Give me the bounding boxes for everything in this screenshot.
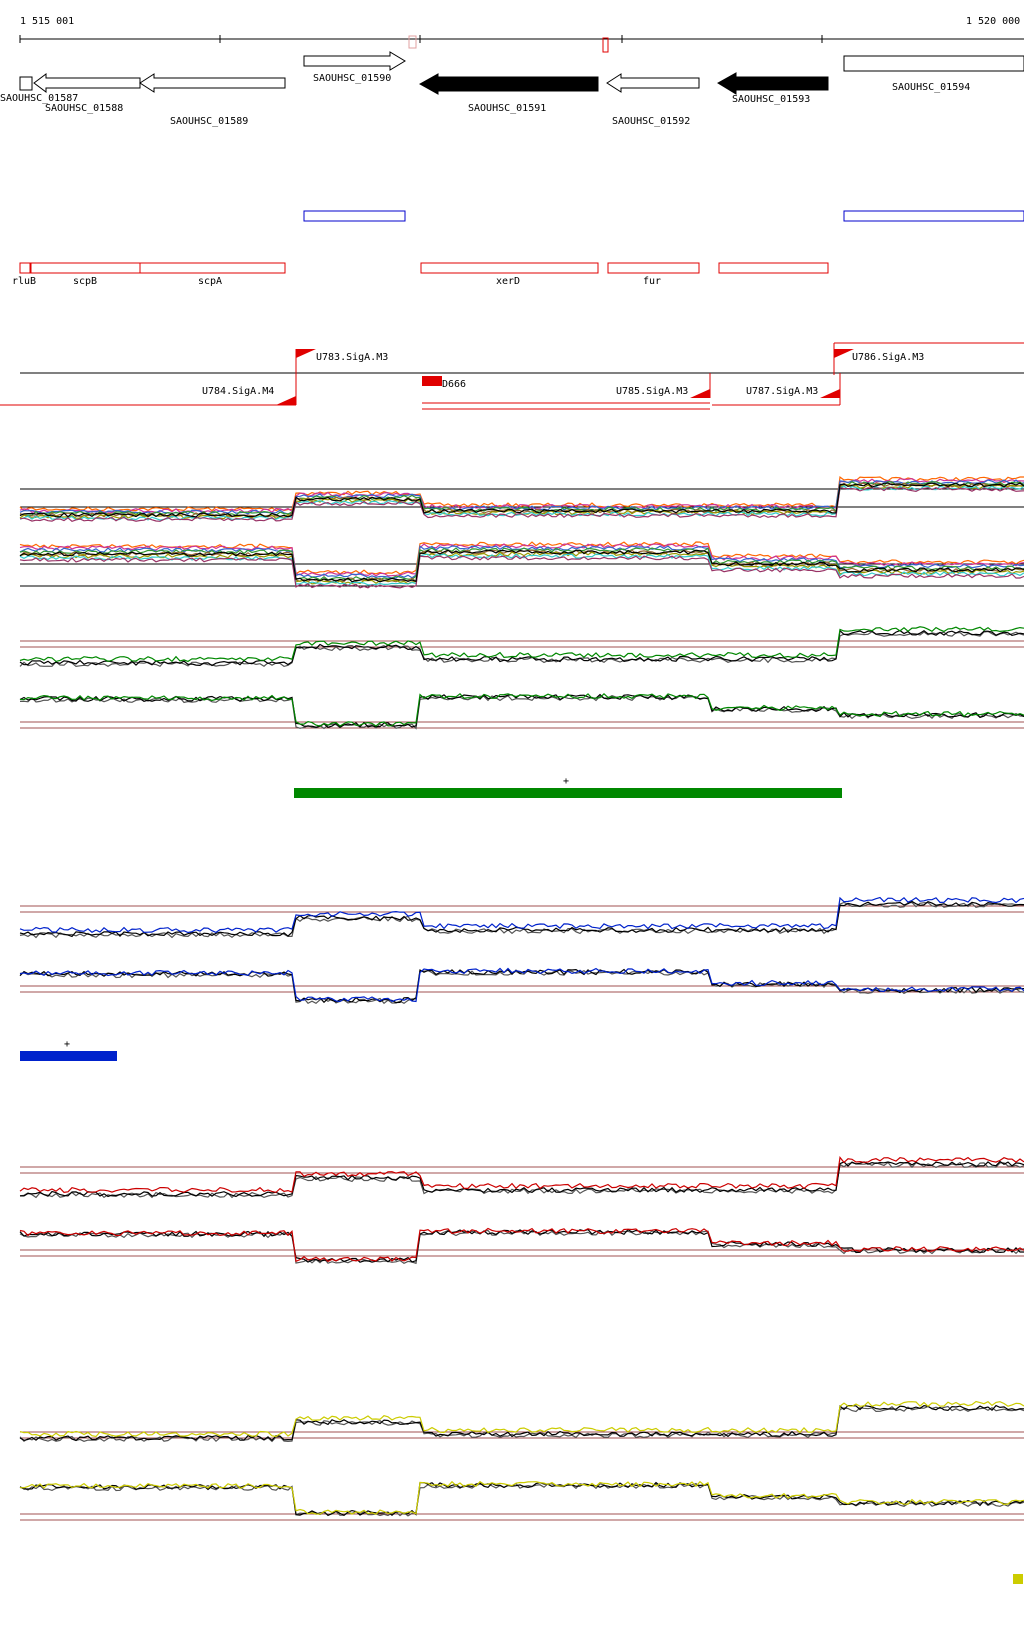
forward-profile — [19, 1404, 1024, 1442]
ruler-marker — [602, 37, 609, 53]
blue-feature-box[interactable] — [303, 210, 406, 222]
blue-segment-mark: + — [64, 1039, 70, 1050]
gene-label: SAOUHSC_01592 — [612, 116, 690, 127]
gene-track: SAOUHSC_01587 SAOUHSC_01588 SAOUHSC_0158… — [0, 51, 1024, 127]
gene-arrow-01587[interactable] — [19, 76, 33, 91]
protein-box[interactable] — [139, 262, 286, 274]
gene-label: SAOUHSC_01590 — [313, 73, 391, 84]
gene-label: SAOUHSC_01593 — [732, 94, 810, 105]
downregulated-box[interactable] — [422, 376, 442, 386]
gene-arrow-01588[interactable] — [33, 73, 141, 93]
gene-label: SAOUHSC_01591 — [468, 103, 546, 114]
protein-label: rluB — [12, 276, 36, 287]
green-segment-mark: + — [563, 776, 569, 787]
blue-feature-box[interactable] — [843, 210, 1024, 222]
forward-profile — [19, 1156, 1024, 1194]
forward-profile — [19, 1405, 1024, 1443]
green-segment-bar[interactable] — [294, 788, 842, 798]
multi-forward-profile — [19, 486, 1024, 522]
protein-label: scpB — [73, 276, 97, 287]
forward-profile — [19, 629, 1024, 667]
protein-box[interactable] — [607, 262, 700, 274]
transcription-unit-track: U783.SigA.M3 U784.SigA.M4 D666 U785.SigA… — [0, 342, 1024, 410]
reverse-profile — [19, 969, 1024, 1005]
tu-label[interactable]: U784.SigA.M4 — [202, 386, 274, 397]
ruler-marker — [408, 35, 417, 49]
tu-label[interactable]: U787.SigA.M3 — [746, 386, 818, 397]
protein-box[interactable] — [718, 262, 829, 274]
protein-box[interactable] — [420, 262, 599, 274]
coord-end: 1 520 000 — [966, 16, 1020, 27]
forward-profile — [20, 1160, 1024, 1198]
expression-tracks — [19, 476, 1024, 1521]
blue-segment-bar[interactable] — [20, 1051, 117, 1061]
multi-reverse-profile — [19, 549, 1024, 583]
tu-label[interactable]: U785.SigA.M3 — [616, 386, 688, 397]
protein-box[interactable] — [30, 262, 141, 274]
tu-flag — [820, 389, 840, 398]
forward-profile — [19, 901, 1024, 939]
gene-arrow-01594[interactable] — [843, 55, 1024, 72]
reverse-profile — [19, 692, 1024, 727]
protein-label: xerD — [496, 276, 520, 287]
gene-label: SAOUHSC_01587 — [0, 93, 78, 104]
forward-profile — [19, 1400, 1024, 1438]
gene-arrow-01592[interactable] — [606, 73, 700, 93]
gene-label: SAOUHSC_01588 — [45, 103, 123, 114]
multi-reverse-profile — [19, 555, 1024, 589]
reverse-profile — [19, 1227, 1024, 1263]
forward-profile — [19, 1161, 1024, 1199]
multi-reverse-profile — [19, 543, 1024, 577]
gene-arrow-01590[interactable] — [303, 51, 406, 71]
forward-profile — [19, 900, 1024, 938]
tu-label[interactable]: U786.SigA.M3 — [852, 352, 924, 363]
forward-profile — [19, 630, 1024, 668]
protein-label: fur — [643, 276, 661, 287]
coordinate-ruler — [19, 35, 1024, 53]
reverse-profile — [19, 1480, 1024, 1515]
reverse-profile — [19, 694, 1024, 730]
tu-flag — [296, 349, 316, 358]
multi-reverse-profile — [19, 547, 1024, 581]
gene-arrow-01593[interactable] — [717, 72, 829, 95]
protein-box[interactable] — [19, 262, 31, 274]
protein-label: scpA — [198, 276, 222, 287]
gene-label: SAOUHSC_01589 — [170, 116, 248, 127]
tu-flag — [690, 389, 710, 398]
reverse-profile — [19, 1229, 1024, 1265]
reverse-profile — [19, 967, 1024, 1003]
blue-feature-track — [303, 210, 1024, 222]
multi-forward-profile — [19, 482, 1024, 518]
tu-flag — [834, 349, 854, 358]
reverse-profile — [19, 1228, 1024, 1263]
gene-arrow-01591[interactable] — [418, 73, 599, 95]
gene-label: SAOUHSC_01594 — [892, 82, 970, 93]
gene-arrow-01589[interactable] — [139, 73, 286, 93]
forward-profile — [19, 896, 1024, 934]
coord-start: 1 515 001 — [20, 16, 74, 27]
downregulated-label[interactable]: D666 — [442, 379, 466, 390]
yellow-legend-square — [1013, 1574, 1023, 1584]
forward-profile — [19, 626, 1024, 663]
tu-flag — [276, 396, 296, 405]
tu-label[interactable]: U783.SigA.M3 — [316, 352, 388, 363]
protein-track: rluB scpB scpA xerD fur — [12, 262, 829, 287]
